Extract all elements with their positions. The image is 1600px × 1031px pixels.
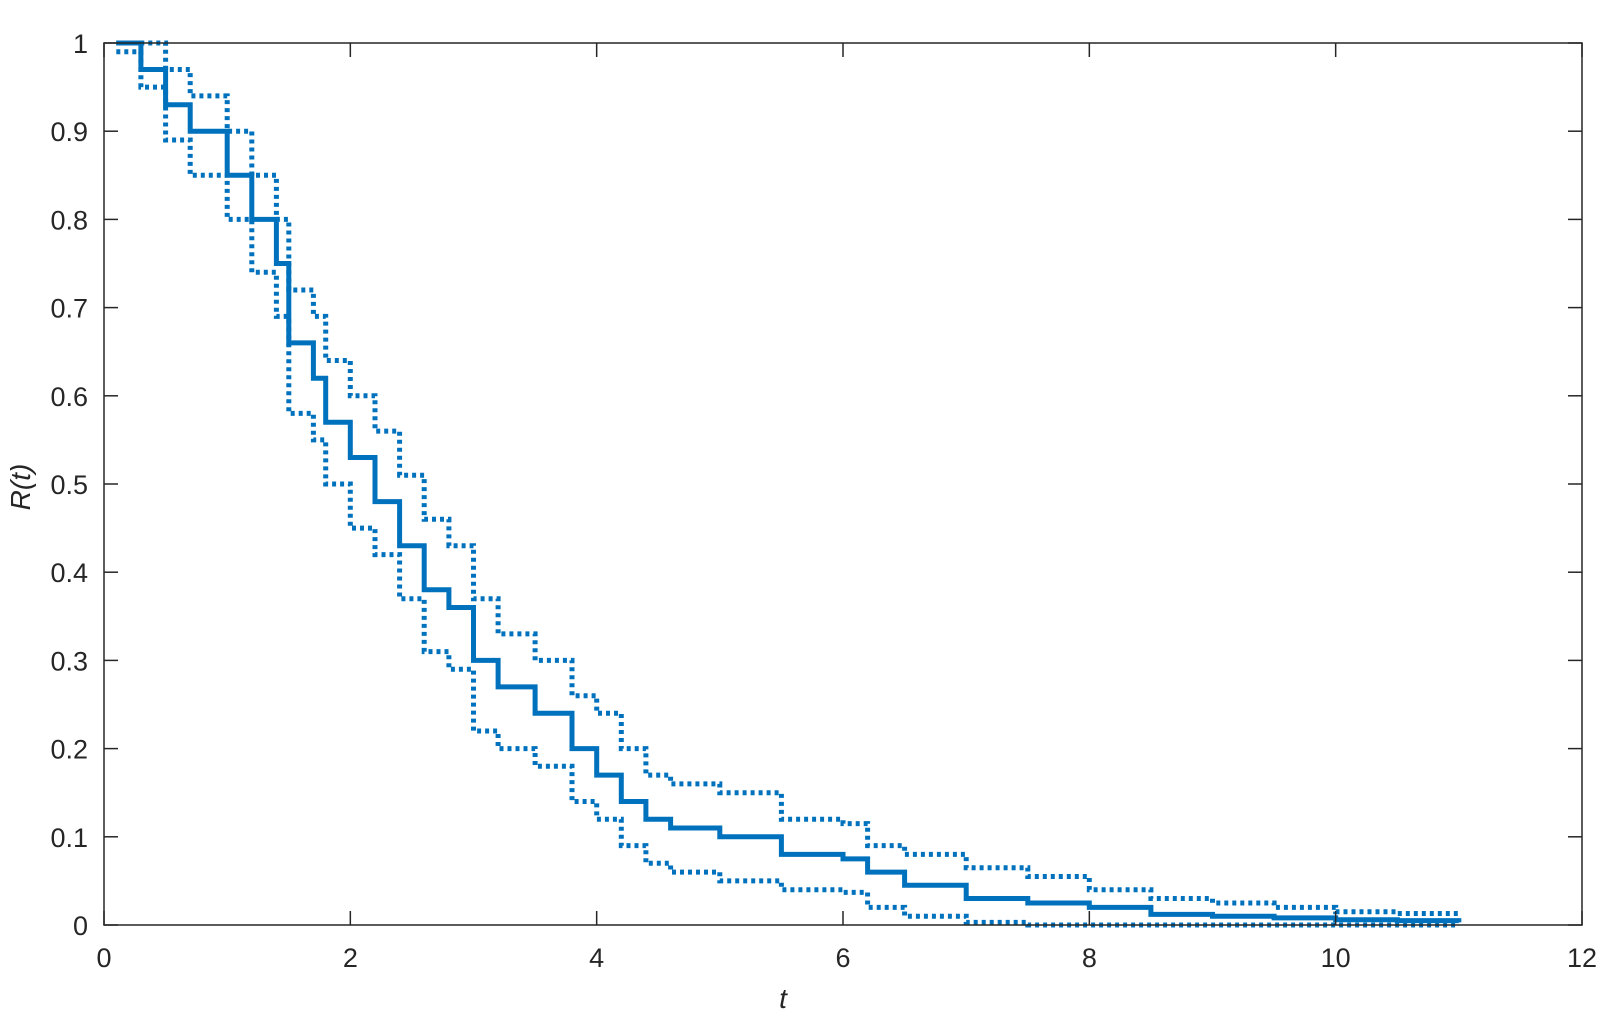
- x-tick-label: 10: [1321, 943, 1351, 973]
- series-layer: [116, 40, 1462, 928]
- y-tick-label: 0.7: [50, 294, 88, 324]
- x-tick-label: 2: [343, 943, 358, 973]
- y-tick-label: 0.4: [50, 558, 88, 588]
- y-tick-label: 0.3: [50, 646, 88, 676]
- lower-confidence-bound-line: [116, 49, 1459, 928]
- labels-layer: t R(t): [5, 464, 788, 1014]
- upper-confidence-bound-line: [116, 40, 1462, 917]
- x-axis-label: t: [779, 983, 788, 1014]
- y-tick-label: 0.8: [50, 205, 88, 235]
- x-tick-label: 6: [835, 943, 850, 973]
- x-tick-label: 12: [1567, 943, 1597, 973]
- survival-curve-line: [116, 40, 1462, 924]
- y-tick-label: 0.9: [50, 117, 88, 147]
- y-tick-label: 0.1: [50, 823, 88, 853]
- y-tick-label: 0.5: [50, 470, 88, 500]
- y-tick-label: 0: [73, 911, 88, 941]
- y-tick-label: 0.6: [50, 382, 88, 412]
- x-tick-label: 0: [96, 943, 111, 973]
- x-tick-label: 8: [1082, 943, 1097, 973]
- x-tick-label: 4: [589, 943, 604, 973]
- y-axis-label: R(t): [5, 464, 36, 511]
- axes-layer: 0 2 4 6 8 10 12 0 0.1 0.2 0.3 0.4 0.5 0.6 0.7 0.8 0.9 1: [50, 29, 1597, 973]
- y-tick-label: 0.2: [50, 735, 88, 765]
- y-tick-label: 1: [73, 29, 88, 59]
